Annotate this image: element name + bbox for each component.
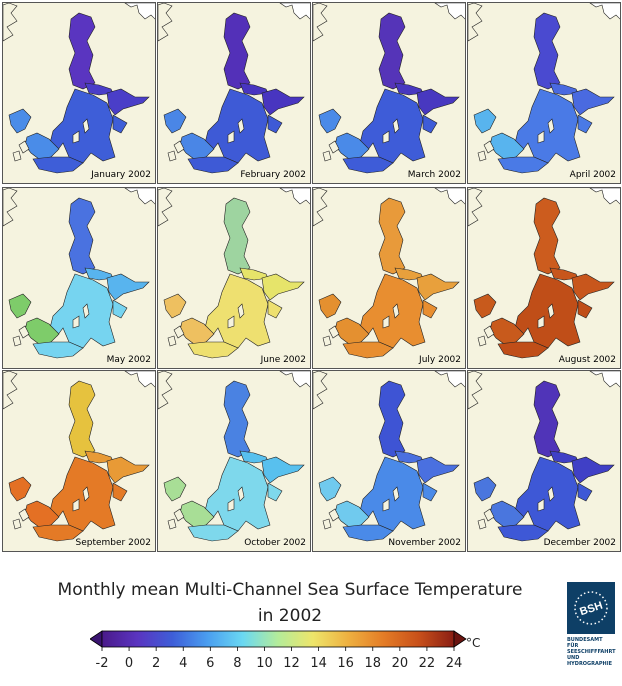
bsh-logo: BSH BUNDESAMT FÜR SEESCHIFFFAHRT UND HYDROG…	[567, 582, 616, 677]
logo-text-line: SEESCHIFFFAHRT	[567, 649, 616, 655]
month-panel: January 2002	[2, 2, 156, 184]
colorbar-tick-label: 2	[152, 656, 160, 671]
colorbar-tick-label: 22	[419, 656, 436, 671]
month-panel: September 2002	[2, 370, 156, 552]
colorbar-tick-label: 10	[256, 656, 273, 671]
logo-text-line: BUNDESAMT FÜR	[567, 637, 603, 649]
month-label: May 2002	[106, 355, 151, 365]
bsh-logo-mark-text: BSH	[578, 600, 604, 619]
colorbar-high-arrow	[453, 630, 467, 648]
colorbar-tick-label: 14	[310, 656, 327, 671]
month-label: June 2002	[260, 355, 306, 365]
figure-title: Monthly mean Multi-Channel Sea Surface T…	[57, 580, 523, 600]
month-label: January 2002	[91, 170, 151, 180]
colorbar-tick-label: 6	[206, 656, 214, 671]
colorbar-ramp	[101, 630, 455, 648]
colorbar-tick-label: 8	[233, 656, 241, 671]
month-label: October 2002	[244, 538, 306, 548]
month-label: November 2002	[388, 538, 461, 548]
month-label: March 2002	[407, 170, 461, 180]
logo-text-line: UND	[567, 655, 580, 661]
colorbar-tick-label: 18	[364, 656, 381, 671]
colorbar-low-arrow	[90, 630, 103, 648]
colorbar-tick-label: 4	[179, 656, 187, 671]
month-label: February 2002	[240, 170, 306, 180]
month-panel: May 2002	[2, 187, 156, 369]
month-panel: April 2002	[467, 2, 621, 184]
colorbar-tick-label: -2	[96, 656, 109, 671]
bsh-logo-mark: BSH	[567, 582, 615, 634]
month-panel: July 2002	[312, 187, 466, 369]
figure-subtitle: in 2002	[257, 606, 323, 626]
colorbar-tick-label: 20	[392, 656, 409, 671]
color-bar: -2 0 2 4 6 8 10 12 14 16 18 20 22 24	[90, 630, 467, 671]
month-label: December 2002	[543, 538, 616, 548]
month-panel: March 2002	[312, 2, 466, 184]
logo-text-line: HYDROGRAPHIE	[567, 661, 613, 667]
unit-label: °C	[466, 636, 481, 650]
month-label: September 2002	[75, 538, 151, 548]
month-panel: November 2002	[312, 370, 466, 552]
month-panel: August 2002	[467, 187, 621, 369]
bsh-logo-text: BUNDESAMT FÜR SEESCHIFFFAHRT UND HYDROGRAPH…	[567, 637, 616, 667]
colorbar-tick-label: 16	[337, 656, 354, 671]
colorbar-tick-label: 0	[125, 656, 133, 671]
month-panel: December 2002	[467, 370, 621, 552]
month-label: April 2002	[569, 170, 616, 180]
month-panel: February 2002	[157, 2, 311, 184]
sst-map-grid: January 2002 February 2002 March 2002	[2, 2, 621, 552]
month-panel: June 2002	[157, 187, 311, 369]
colorbar-tick-label: 24	[446, 656, 463, 671]
colorbar-tick-label: 12	[283, 656, 300, 671]
month-label: July 2002	[419, 355, 461, 365]
month-label: August 2002	[558, 355, 616, 365]
month-panel: October 2002	[157, 370, 311, 552]
